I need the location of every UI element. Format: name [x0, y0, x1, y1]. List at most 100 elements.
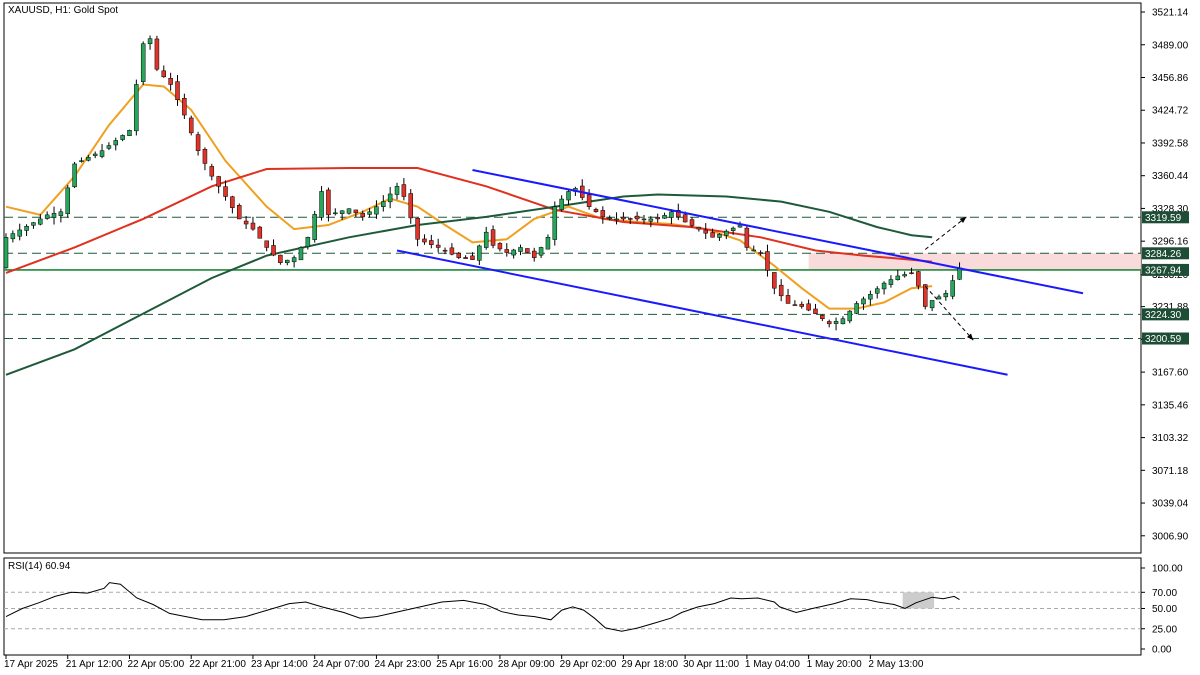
level-tag: [1142, 308, 1189, 321]
candle-body: [874, 288, 880, 294]
candle-body: [127, 130, 132, 136]
candle-body: [285, 259, 290, 264]
x-tick-label: 22 Apr 05:00: [127, 659, 184, 670]
x-tick-label: 1 May 20:00: [807, 659, 862, 670]
rsi-tick-label: 100.00: [1152, 564, 1183, 575]
projection-arrow-head: [966, 333, 974, 341]
candle-body: [422, 238, 427, 243]
candle-body: [326, 189, 331, 216]
candle-body: [868, 294, 873, 300]
candle-body: [243, 220, 249, 225]
candle-body: [792, 304, 798, 306]
candle-body: [614, 218, 619, 221]
candle-body: [881, 282, 887, 290]
candle-body: [305, 237, 311, 247]
candle-body: [689, 219, 695, 226]
channel-upper-line: [472, 169, 1084, 295]
candle-body: [442, 249, 448, 252]
candle-body: [202, 148, 208, 164]
rsi-tick-label: 70.00: [1152, 588, 1177, 599]
candle-body: [586, 194, 592, 207]
x-tick-label: 30 Apr 11:00: [683, 659, 739, 670]
candle-body: [58, 211, 64, 216]
candle-body: [943, 293, 949, 298]
candle-body: [463, 257, 468, 259]
candle-body: [236, 205, 242, 220]
candle-body: [511, 249, 516, 256]
candle-body: [662, 215, 667, 219]
candle-body: [538, 247, 544, 256]
candle-body: [737, 224, 743, 228]
candle-body: [106, 145, 112, 149]
candle-body: [593, 208, 599, 213]
x-tick-label: 24 Apr 07:00: [313, 659, 370, 670]
rsi-tick-label: 50.00: [1152, 604, 1177, 615]
candle-body: [374, 206, 379, 215]
candle-body: [806, 303, 811, 311]
candle-body: [99, 150, 105, 157]
ma-fast-line: [5, 83, 933, 310]
candle-body: [3, 237, 9, 269]
candle-body: [223, 186, 228, 197]
level-tag: [1142, 332, 1189, 345]
candle-body: [566, 191, 571, 201]
y-tick-label: 3296.16: [1152, 237, 1189, 248]
candle-body: [847, 310, 853, 322]
candle-body: [79, 160, 84, 162]
candle-body: [504, 249, 510, 253]
rsi-label: RSI(14) 60.94: [8, 561, 71, 572]
candle-body: [188, 117, 194, 134]
candle-body: [518, 247, 523, 252]
candle-body: [291, 257, 297, 263]
candle-body: [758, 252, 763, 254]
candle-body: [785, 295, 791, 304]
candle-body: [826, 321, 832, 325]
candle-body: [44, 214, 50, 219]
candle-body: [298, 247, 304, 261]
level-tag-label: 3284.26: [1145, 249, 1182, 260]
candle-body: [38, 218, 43, 225]
candle-body: [250, 222, 256, 230]
y-tick-label: 3039.04: [1152, 499, 1189, 510]
main-pane: [3, 2, 1142, 554]
x-tick-label: 29 Apr 02:00: [560, 659, 617, 670]
candle-body: [628, 218, 633, 220]
candle-body: [607, 217, 612, 220]
y-tick-label: 3167.60: [1152, 368, 1189, 379]
candle-body: [765, 251, 770, 271]
channel-lower-line: [396, 249, 1008, 376]
candle-body: [72, 163, 77, 188]
candle-body: [65, 187, 70, 214]
candle-body: [387, 193, 393, 203]
candle-body: [703, 229, 708, 234]
candle-body: [134, 84, 139, 132]
candle-body: [449, 247, 455, 255]
candle-body: [936, 296, 942, 300]
candle-body: [922, 284, 928, 307]
y-tick-label: 3424.72: [1152, 106, 1189, 117]
candle-body: [724, 230, 729, 236]
candle-body: [545, 237, 551, 250]
candle-body: [339, 210, 345, 214]
candle-body: [929, 300, 935, 309]
candle-body: [408, 193, 413, 219]
candle-body: [744, 227, 750, 248]
level-tag: [1142, 263, 1189, 276]
candle-body: [621, 216, 626, 220]
rsi-highlight: [902, 592, 935, 609]
level-tag-label: 3319.59: [1145, 213, 1182, 224]
level-tag: [1142, 247, 1189, 260]
candle-body: [168, 77, 173, 85]
candle-body: [456, 252, 462, 258]
y-tick-label: 3360.44: [1152, 171, 1189, 182]
candle-body: [950, 280, 955, 297]
x-tick-label: 23 Apr 14:00: [251, 659, 308, 670]
candle-body: [209, 166, 215, 177]
candle-body: [669, 211, 674, 218]
candle-body: [195, 134, 201, 151]
rsi-line: [5, 582, 960, 632]
candle-body: [154, 38, 160, 70]
rsi-tick-label: 25.00: [1152, 624, 1177, 635]
candle-body: [86, 157, 91, 161]
